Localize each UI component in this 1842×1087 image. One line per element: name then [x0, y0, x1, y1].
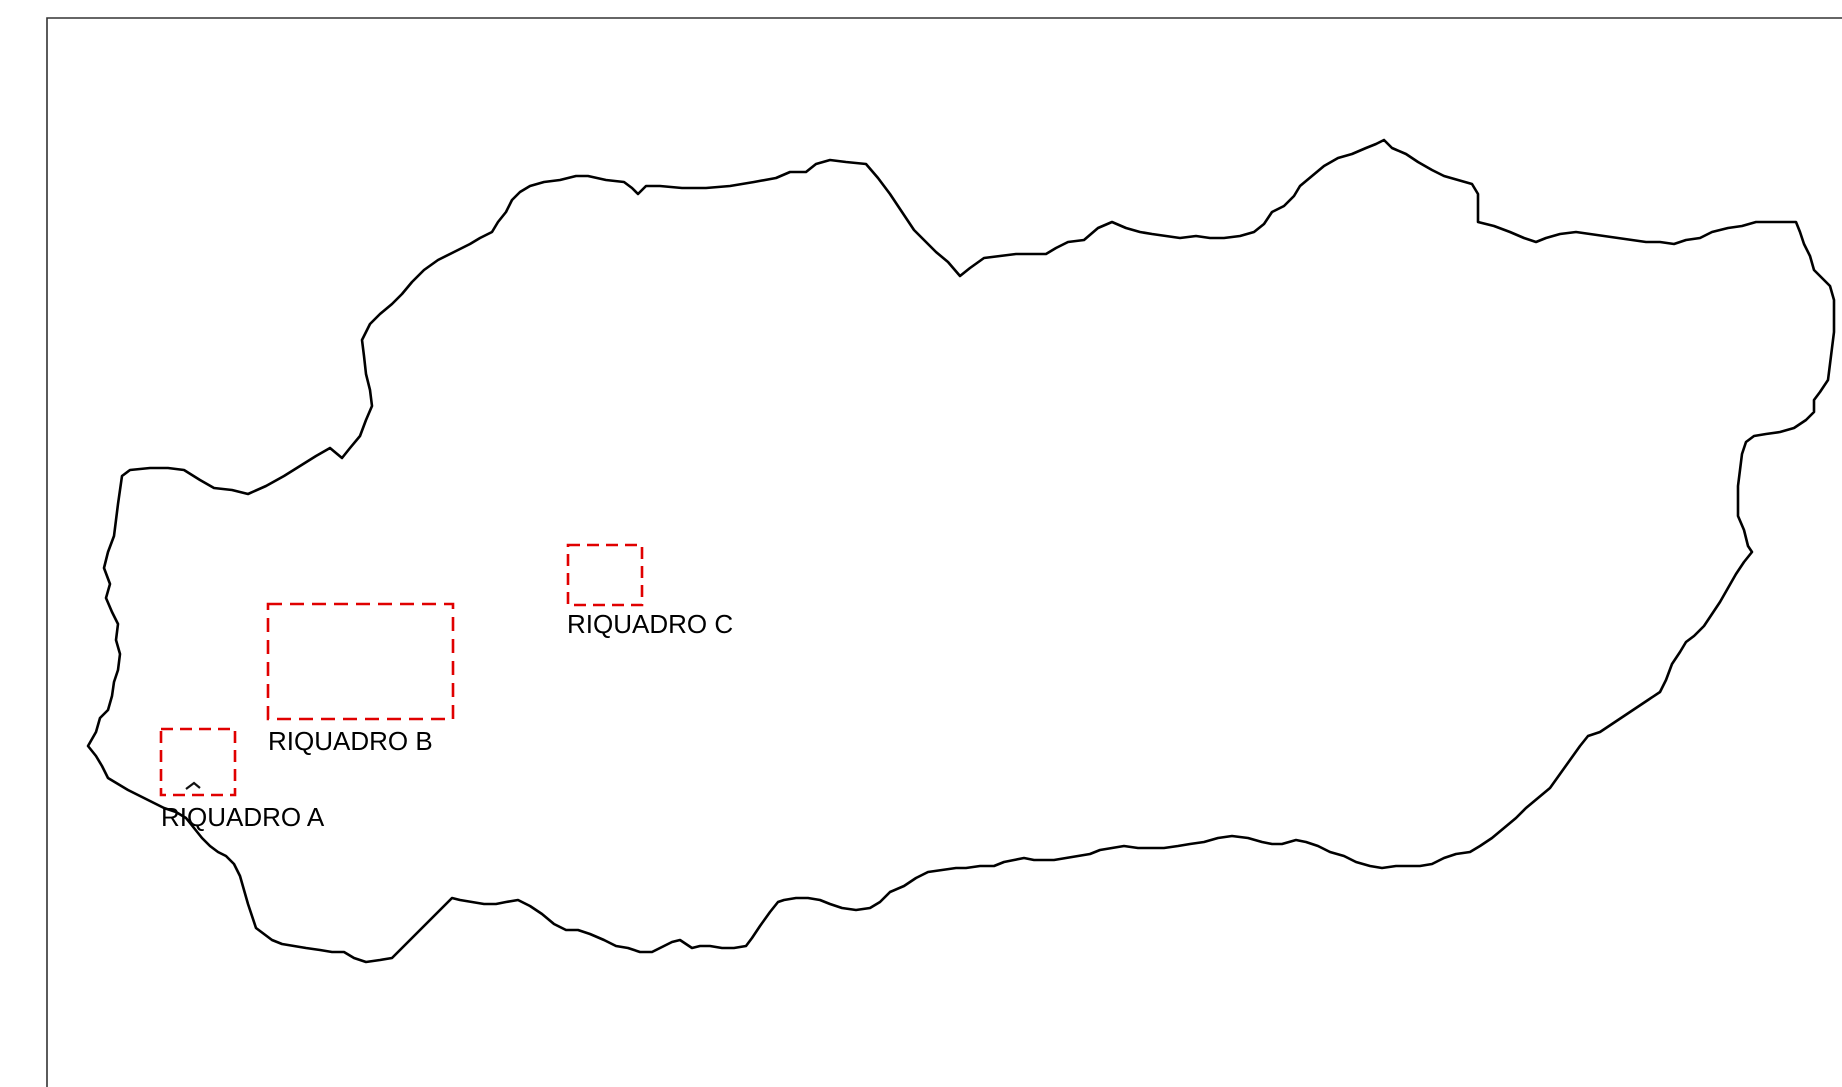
outline-notch — [185, 781, 201, 790]
inset-box-c[interactable]: RIQUADRO C — [566, 543, 733, 639]
inset-box-b[interactable]: RIQUADRO B — [266, 602, 455, 756]
inset-box-b-rect[interactable] — [266, 602, 455, 721]
inset-label-a: RIQUADRO A — [161, 802, 325, 832]
page-frame — [46, 17, 1842, 1087]
inset-box-a-rect[interactable] — [159, 727, 237, 797]
inset-box-c-rect[interactable] — [566, 543, 644, 607]
inset-label-c: RIQUADRO C — [567, 609, 733, 639]
territory-outline — [86, 138, 1836, 964]
inset-label-b: RIQUADRO B — [268, 726, 433, 756]
inset-box-a[interactable]: RIQUADRO A — [159, 727, 325, 832]
